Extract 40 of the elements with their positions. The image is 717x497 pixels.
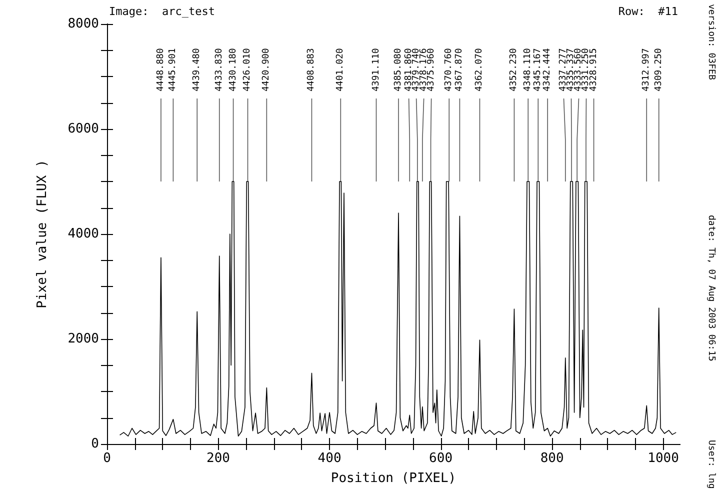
text: date: Th, 07 Aug 2003 06:15 — [706, 215, 716, 362]
x-tick-label: 0 — [103, 451, 111, 466]
annotation: 4362.070 — [474, 48, 485, 92]
annotation: 4420.900 — [262, 48, 272, 92]
annotation: 4391.110 — [371, 48, 382, 92]
annotation: 4430.180 — [228, 48, 238, 92]
y-tick-label: 6000 — [68, 122, 99, 136]
y-tick-label: 2000 — [68, 332, 99, 346]
annotation: 4375.960 — [426, 48, 436, 92]
annotation: 4426.010 — [242, 48, 253, 92]
annotation: 4348.110 — [523, 48, 534, 92]
y-tick-label: 4000 — [68, 226, 99, 242]
annotation: 4401.020 — [336, 48, 346, 92]
annotation: 4448.880 — [156, 48, 166, 92]
annotation: 4309.250 — [654, 48, 664, 92]
text: User: lng — [706, 440, 716, 489]
y-tick-label: 8000 — [68, 16, 99, 32]
x-tick-label: 600 — [429, 451, 453, 466]
x-tick-label: 400 — [318, 451, 342, 466]
x-tick-label: 800 — [540, 451, 564, 466]
annotation: 4439.480 — [192, 48, 202, 92]
annotation: 4385.080 — [394, 48, 404, 92]
annotation: 4312.997 — [642, 48, 652, 92]
annotation: 4352.230 — [509, 48, 520, 92]
x-axis-title: Position (PIXEL) — [330, 471, 456, 486]
chart-subtitle: Row: #11 — [618, 5, 678, 18]
x-tick-label: 1000 — [648, 451, 679, 466]
y-tick-label: 0 — [91, 436, 99, 452]
annotation: 4445.901 — [168, 48, 178, 92]
text: version: 03FEB — [706, 4, 716, 80]
y-axis-title: Pixel value (FLUX ) — [35, 160, 50, 308]
annotation: 4328.915 — [588, 48, 599, 92]
annotation: 4408.883 — [306, 48, 317, 92]
annotation: 4367.870 — [454, 48, 465, 92]
annotation: 4370.760 — [444, 48, 454, 92]
annotation: 4433.830 — [214, 48, 224, 92]
chart-title: Image: arc_test — [109, 5, 215, 18]
annotation: 4345.167 — [533, 48, 544, 92]
x-tick-label: 200 — [206, 451, 230, 466]
annotation: 4342.444 — [542, 48, 553, 92]
